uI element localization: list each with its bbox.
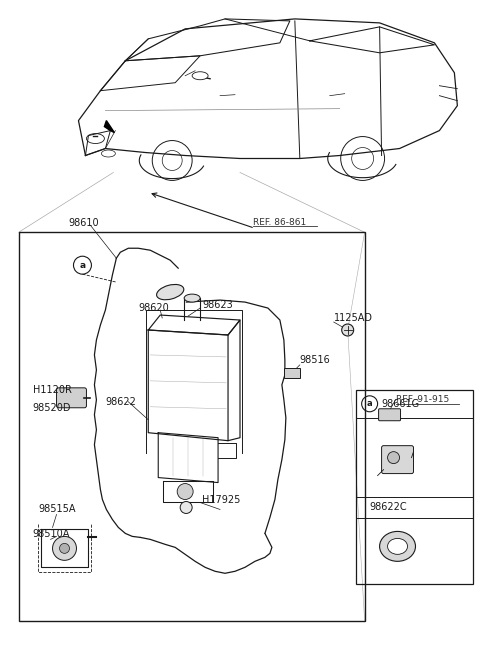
Text: H17925: H17925 [202, 494, 240, 505]
Text: H1120R: H1120R [33, 385, 72, 395]
Circle shape [52, 536, 76, 560]
FancyBboxPatch shape [57, 388, 86, 408]
Text: 98620: 98620 [138, 303, 169, 313]
Text: 98610: 98610 [69, 218, 99, 228]
FancyBboxPatch shape [382, 445, 413, 474]
Circle shape [180, 501, 192, 513]
Bar [19, 232, 365, 621]
Text: REF. 91-915: REF. 91-915 [396, 395, 449, 404]
Text: 98515A: 98515A [38, 505, 76, 515]
Circle shape [60, 544, 70, 554]
Text: 1125AD: 1125AD [334, 313, 373, 323]
Circle shape [387, 451, 399, 464]
Ellipse shape [387, 538, 408, 554]
Text: 98622: 98622 [106, 397, 136, 407]
Bar [356, 390, 473, 585]
Text: a: a [367, 399, 372, 409]
Text: 98623: 98623 [202, 300, 233, 310]
Bar [284, 368, 300, 378]
Text: 98661G: 98661G [382, 399, 420, 409]
Text: REF. 86-861: REF. 86-861 [253, 218, 306, 227]
Polygon shape [104, 121, 114, 132]
Text: 98516: 98516 [300, 355, 331, 365]
Circle shape [342, 324, 354, 336]
Circle shape [177, 484, 193, 500]
Ellipse shape [380, 531, 416, 561]
Text: a: a [79, 261, 85, 270]
Text: 98520D: 98520D [33, 403, 71, 413]
Text: 98622C: 98622C [370, 502, 407, 513]
Ellipse shape [184, 294, 200, 302]
FancyBboxPatch shape [379, 409, 400, 420]
Ellipse shape [156, 285, 184, 300]
Text: 98510A: 98510A [33, 529, 70, 540]
Ellipse shape [192, 72, 208, 80]
